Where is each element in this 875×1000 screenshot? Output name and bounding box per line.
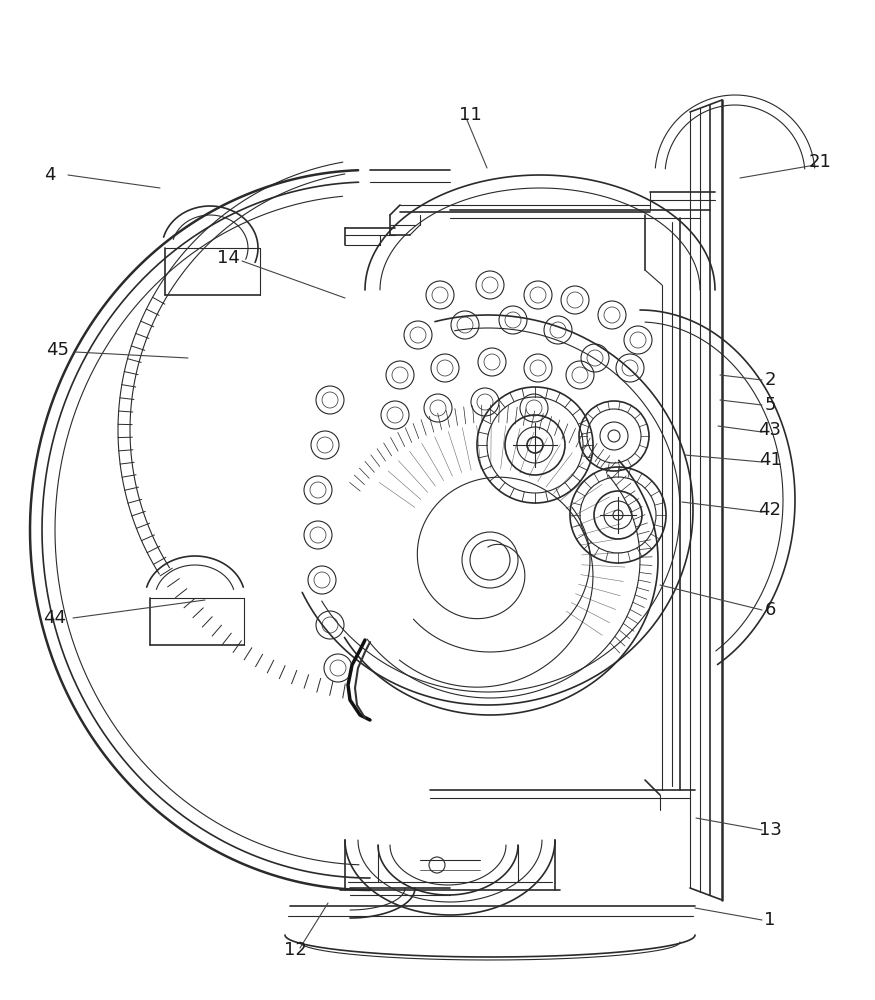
Text: 41: 41 bbox=[759, 451, 781, 469]
Text: 44: 44 bbox=[44, 609, 66, 627]
Text: 11: 11 bbox=[458, 106, 481, 124]
Text: 21: 21 bbox=[808, 153, 831, 171]
Text: 1: 1 bbox=[765, 911, 776, 929]
Text: 4: 4 bbox=[45, 166, 56, 184]
Text: 42: 42 bbox=[759, 501, 781, 519]
Text: 5: 5 bbox=[764, 396, 776, 414]
Text: 6: 6 bbox=[765, 601, 776, 619]
Text: 12: 12 bbox=[284, 941, 306, 959]
Text: 43: 43 bbox=[759, 421, 781, 439]
Text: 45: 45 bbox=[46, 341, 69, 359]
Text: 14: 14 bbox=[217, 249, 240, 267]
Text: 2: 2 bbox=[764, 371, 776, 389]
Text: 13: 13 bbox=[759, 821, 781, 839]
